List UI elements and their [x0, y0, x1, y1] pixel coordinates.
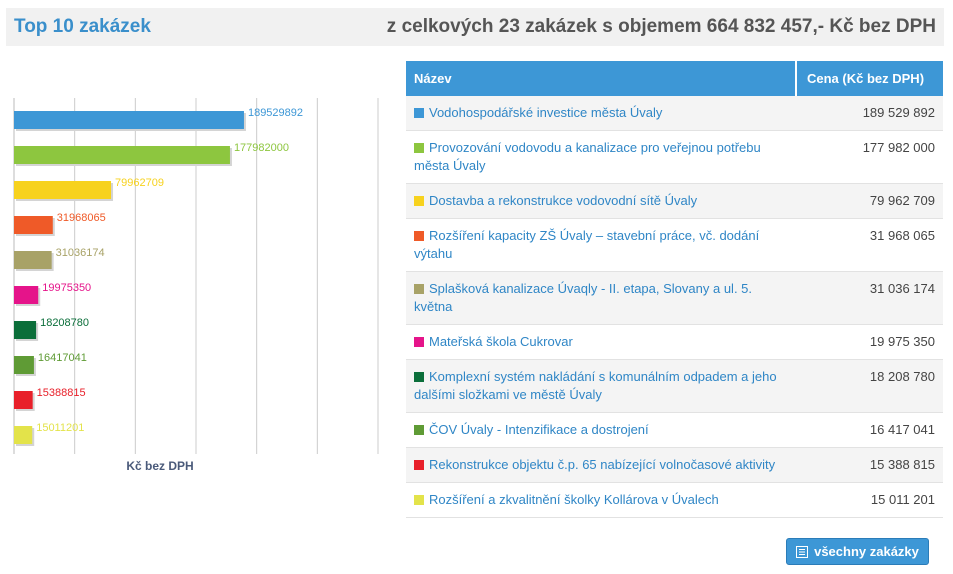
contract-name[interactable]: Komplexní systém nakládání s komunálním …: [414, 369, 777, 402]
bar[interactable]: [14, 286, 39, 304]
all-contracts-label: všechny zakázky: [814, 544, 919, 559]
bar-value-label: 15388815: [37, 387, 86, 399]
contract-name-cell[interactable]: Splašková kanalizace Úvaqly - II. etapa,…: [406, 271, 796, 325]
contracts-table: Název Cena (Kč bez DPH) Vodohospodářské …: [406, 61, 943, 518]
bar-chart: 189529892 177982000 79962709 31968065 310361…: [13, 98, 379, 473]
color-swatch: [414, 284, 424, 294]
contract-name-cell[interactable]: ČOV Úvaly - Intenzifikace a dostrojení: [406, 412, 796, 448]
table-row: Rekonstrukce objektu č.p. 65 nabízející …: [406, 447, 943, 483]
column-header-name: Název: [406, 61, 797, 96]
table-row: Splašková kanalizace Úvaqly - II. etapa,…: [406, 271, 943, 325]
bar[interactable]: [14, 426, 33, 444]
contract-name-cell[interactable]: Rozšíření kapacity ZŠ Úvaly – stavební p…: [406, 218, 796, 272]
bar-value-label: 16417041: [38, 352, 87, 364]
contract-name-cell[interactable]: Rozšíření a zkvalitnění školky Kollárova…: [406, 482, 796, 518]
bar-value-label: 19975350: [42, 282, 91, 294]
bar[interactable]: [14, 251, 52, 269]
contract-name-cell[interactable]: Provozování vodovodu a kanalizace pro ve…: [406, 130, 796, 184]
contract-price: 31 036 174: [796, 271, 943, 325]
header-bar: Top 10 zakázek z celkových 23 zakázek s …: [6, 8, 944, 46]
bar-value-label: 79962709: [115, 177, 164, 189]
contract-name[interactable]: Rozšíření a zkvalitnění školky Kollárova…: [429, 492, 719, 507]
table-row: Rozšíření a zkvalitnění školky Kollárova…: [406, 482, 943, 518]
bar-value-label: 18208780: [40, 317, 89, 329]
summary-text: z celkových 23 zakázek s objemem 664 832…: [386, 16, 936, 37]
table-row: Vodohospodářské investice města Úvaly 189…: [406, 96, 943, 131]
bar[interactable]: [14, 391, 33, 409]
contract-name[interactable]: Splašková kanalizace Úvaqly - II. etapa,…: [414, 281, 753, 314]
all-contracts-button[interactable]: všechny zakázky: [786, 538, 929, 565]
color-swatch: [414, 143, 424, 153]
contract-name[interactable]: Vodohospodářské investice města Úvaly: [429, 105, 663, 120]
bar[interactable]: [14, 181, 112, 199]
bar[interactable]: [14, 216, 53, 234]
contract-price: 15 388 815: [796, 447, 943, 483]
contract-name[interactable]: Dostavba a rekonstrukce vodovodní sítě Ú…: [429, 193, 698, 208]
color-swatch: [414, 425, 424, 435]
table-row: Dostavba a rekonstrukce vodovodní sítě Ú…: [406, 183, 943, 219]
chart-x-axis-label: Kč bez DPH: [126, 459, 193, 473]
bar-value-label: 31036174: [56, 247, 105, 259]
contract-name[interactable]: Provozování vodovodu a kanalizace pro ve…: [414, 140, 761, 173]
contract-name-cell[interactable]: Rekonstrukce objektu č.p. 65 nabízející …: [406, 447, 796, 483]
contract-name[interactable]: Rozšíření kapacity ZŠ Úvaly – stavební p…: [414, 228, 760, 261]
bar[interactable]: [14, 356, 34, 374]
table-row: Mateřská škola Cukrovar 19 975 350: [406, 324, 943, 360]
contract-name-cell[interactable]: Vodohospodářské investice města Úvaly: [406, 96, 796, 131]
table-row: ČOV Úvaly - Intenzifikace a dostrojení 16…: [406, 412, 943, 448]
contract-name-cell[interactable]: Komplexní systém nakládání s komunálním …: [406, 359, 796, 413]
contract-name-cell[interactable]: Mateřská škola Cukrovar: [406, 324, 796, 360]
bar[interactable]: [14, 111, 244, 129]
color-swatch: [414, 495, 424, 505]
contract-price: 18 208 780: [796, 359, 943, 413]
bar-value-label: 15011201: [36, 422, 84, 434]
bar[interactable]: [14, 146, 230, 164]
color-swatch: [414, 196, 424, 206]
table-row: Provozování vodovodu a kanalizace pro ve…: [406, 130, 943, 184]
table-row: Komplexní systém nakládání s komunálním …: [406, 359, 943, 413]
contract-name[interactable]: ČOV Úvaly - Intenzifikace a dostrojení: [429, 422, 649, 437]
color-swatch: [414, 337, 424, 347]
contract-price: 79 962 709: [796, 183, 943, 219]
contract-price: 16 417 041: [796, 412, 943, 448]
bar-value-label: 177982000: [234, 142, 289, 154]
contract-name-cell[interactable]: Dostavba a rekonstrukce vodovodní sítě Ú…: [406, 183, 796, 219]
bar-value-label: 31968065: [57, 212, 106, 224]
contract-price: 19 975 350: [796, 324, 943, 360]
bar[interactable]: [14, 321, 37, 339]
color-swatch: [414, 108, 424, 118]
page-title: Top 10 zakázek: [14, 16, 151, 37]
contract-price: 15 011 201: [796, 482, 943, 518]
contract-name[interactable]: Rekonstrukce objektu č.p. 65 nabízející …: [429, 457, 776, 472]
color-swatch: [414, 231, 424, 241]
color-swatch: [414, 372, 424, 382]
contract-price: 177 982 000: [796, 130, 943, 184]
column-header-price: Cena (Kč bez DPH): [796, 61, 943, 96]
color-swatch: [414, 460, 424, 470]
bar-value-label: 189529892: [248, 107, 303, 119]
contract-name[interactable]: Mateřská škola Cukrovar: [429, 334, 573, 349]
contract-price: 31 968 065: [796, 218, 943, 272]
table-row: Rozšíření kapacity ZŠ Úvaly – stavební p…: [406, 218, 943, 272]
contract-price: 189 529 892: [796, 96, 943, 131]
list-icon: [796, 545, 809, 558]
